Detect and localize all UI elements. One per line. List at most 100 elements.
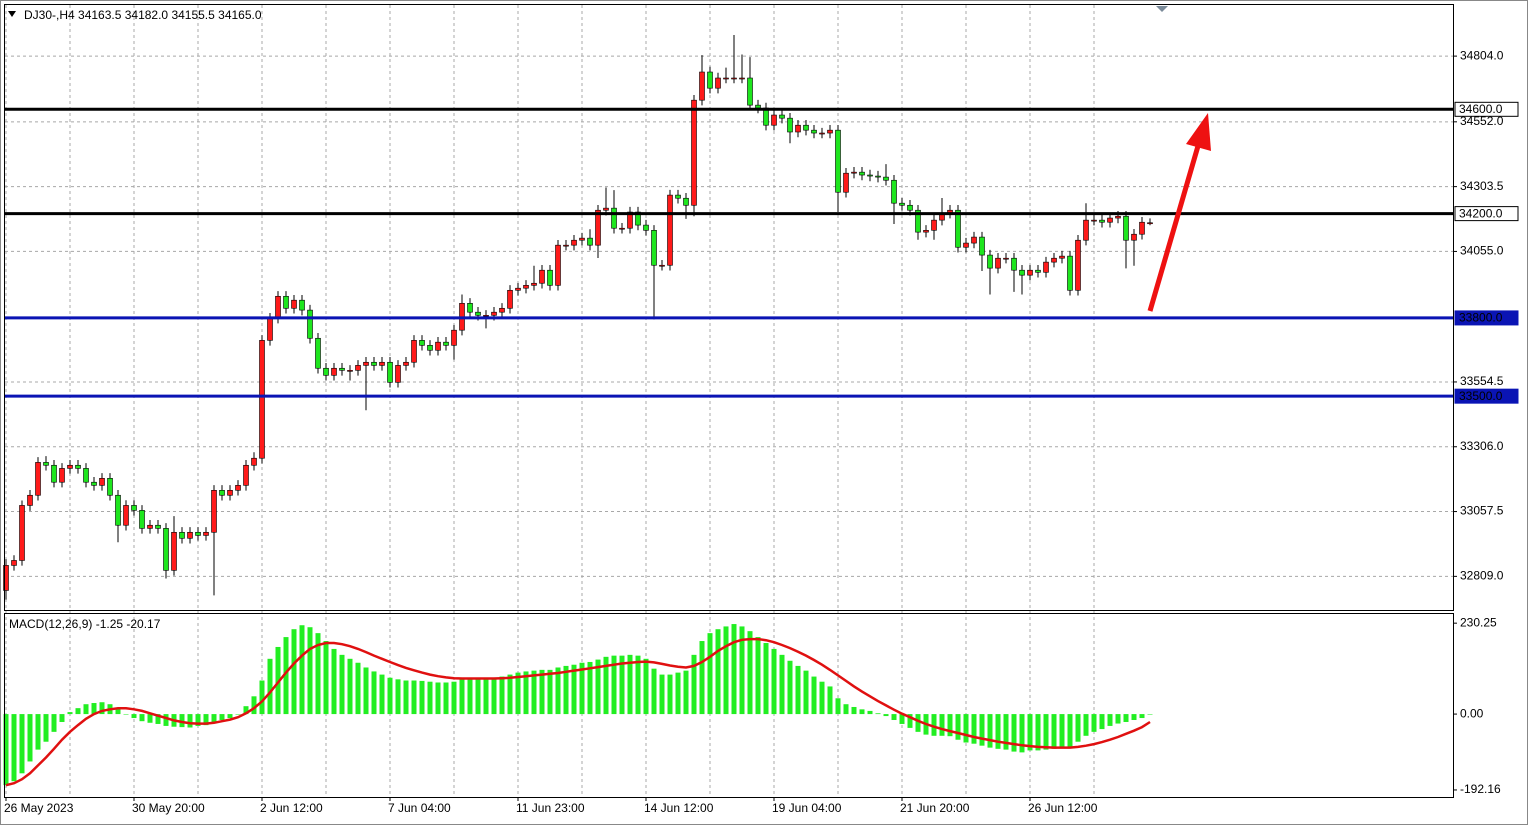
- histogram-bar: [931, 714, 937, 736]
- candle-body: [667, 194, 673, 266]
- histogram-bar: [443, 682, 449, 715]
- candle-body: [779, 114, 785, 119]
- histogram-bar: [699, 641, 705, 715]
- histogram-bar: [339, 654, 345, 715]
- histogram-bar: [11, 714, 17, 782]
- histogram-bar: [803, 670, 809, 715]
- candle-body: [107, 478, 113, 496]
- candle-body: [467, 303, 473, 313]
- candle-body: [859, 171, 865, 176]
- candle-body: [819, 132, 825, 135]
- candle-body: [675, 194, 681, 199]
- candle-body: [99, 478, 105, 486]
- x-tick-label: 21 Jun 20:00: [900, 801, 970, 815]
- level-label: 34200.0: [1459, 206, 1503, 220]
- histogram-bar: [771, 648, 777, 715]
- candle-body: [435, 341, 441, 351]
- candle-body: [115, 494, 121, 526]
- candle-body: [475, 311, 481, 316]
- histogram-bar: [915, 714, 921, 732]
- candle-body: [931, 219, 937, 231]
- chart-title: DJ30-,H4 34163.5 34182.0 34155.5 34165.0: [24, 8, 262, 22]
- candle-body: [1107, 217, 1113, 223]
- candle-body: [1115, 215, 1121, 219]
- histogram-bar: [75, 708, 81, 715]
- histogram-bar: [131, 714, 137, 719]
- candle-body: [219, 490, 225, 496]
- level-label-box: [1454, 206, 1519, 222]
- histogram-bar: [91, 703, 97, 715]
- candle-body: [995, 257, 1001, 269]
- candle-body: [531, 282, 537, 286]
- histogram-bar: [3, 714, 9, 786]
- candle-body: [747, 77, 753, 106]
- histogram-bar: [627, 654, 633, 715]
- histogram-bar: [27, 714, 33, 762]
- histogram-bar: [355, 662, 361, 715]
- label-layer: DJ30-,H4 34163.5 34182.0 34155.5 34165.0…: [4, 8, 1519, 815]
- candle-body: [315, 337, 321, 369]
- histogram-bar: [283, 637, 289, 715]
- candle-body: [1147, 222, 1153, 225]
- candle-body: [163, 528, 169, 571]
- histogram-bar: [547, 669, 553, 715]
- histogram-bar: [555, 667, 561, 715]
- y-tick-label: 33554.5: [1460, 374, 1504, 388]
- candle-body: [499, 307, 505, 313]
- histogram-bar: [891, 714, 897, 721]
- candle-body: [259, 340, 265, 459]
- candle-body: [1003, 257, 1009, 260]
- candle-body: [291, 299, 297, 309]
- candle-body: [211, 490, 217, 533]
- candle-body: [11, 560, 17, 566]
- histogram-bar: [1011, 714, 1017, 752]
- candle-body: [363, 361, 369, 366]
- candle-body: [1091, 219, 1097, 222]
- candle-body: [771, 114, 777, 126]
- macd-panel-border: [4, 613, 1454, 798]
- histogram-bar: [835, 698, 841, 715]
- histogram-bar: [267, 658, 273, 715]
- candle-body: [395, 365, 401, 383]
- histogram-bar: [51, 714, 57, 732]
- histogram-bar: [603, 656, 609, 715]
- histogram-bar: [755, 637, 761, 715]
- histogram-bar: [99, 702, 105, 715]
- candle-body: [1131, 233, 1137, 241]
- histogram-bar: [403, 680, 409, 715]
- histogram-bar: [155, 714, 161, 724]
- candle-body: [27, 494, 33, 506]
- candle-body: [707, 71, 713, 89]
- histogram-bar: [747, 631, 753, 715]
- candle-body: [1027, 269, 1033, 276]
- level-label: 34600.0: [1459, 102, 1503, 116]
- candle-body: [643, 224, 649, 231]
- main-panel-border: [4, 4, 1454, 611]
- candle-body: [43, 462, 49, 466]
- candle-body: [547, 269, 553, 286]
- histogram-bar: [139, 714, 145, 722]
- candle-body: [195, 531, 201, 536]
- level-label-box: [1454, 388, 1519, 404]
- histogram-bar: [195, 714, 201, 726]
- histogram-bar: [187, 714, 193, 728]
- candle-body: [875, 175, 881, 178]
- candle-body: [699, 71, 705, 101]
- histogram-bar: [1027, 714, 1033, 751]
- histogram-bar: [563, 665, 569, 715]
- histogram-bar: [947, 714, 953, 737]
- candle-body: [19, 505, 25, 561]
- histogram-bar: [371, 671, 377, 715]
- candle-body: [651, 230, 657, 266]
- candle-body: [371, 361, 377, 366]
- candle-body: [987, 254, 993, 269]
- histogram-bar: [227, 714, 233, 719]
- histogram-bar: [787, 660, 793, 715]
- histogram-bar: [123, 714, 129, 715]
- candle-body: [227, 490, 233, 496]
- candle-body: [403, 361, 409, 366]
- candle-body: [915, 209, 921, 233]
- candle-body: [3, 565, 9, 591]
- menu-triangle: [8, 11, 16, 17]
